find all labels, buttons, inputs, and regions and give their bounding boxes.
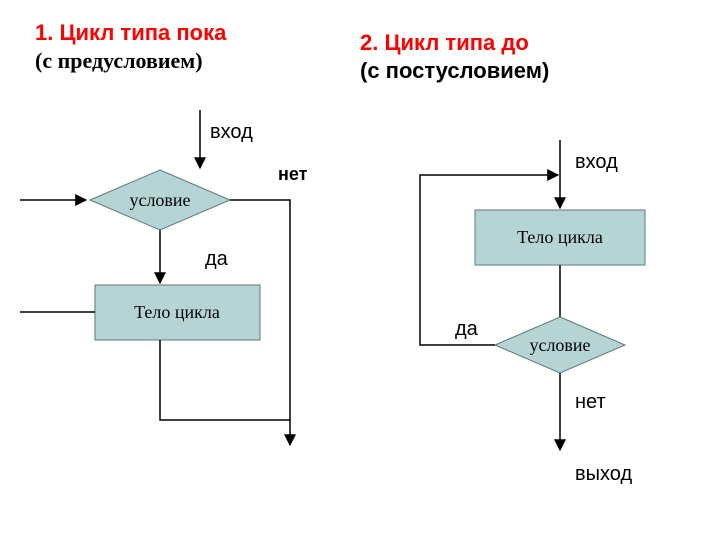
right-title: 2. Цикл типа до — [360, 30, 529, 55]
right-flowchart: вход Тело цикла условие да нет выход — [420, 140, 645, 485]
right-entry-label: вход — [575, 151, 618, 173]
right-condition-text: условие — [529, 335, 590, 355]
right-exit-label: выход — [575, 463, 632, 485]
left-yes-label: да — [205, 248, 229, 270]
left-no-label: нет — [278, 164, 308, 184]
flowchart-canvas: 1. Цикл типа пока (c предусловием) 2. Ци… — [0, 0, 720, 540]
right-subtitle: (с постусловием) — [360, 58, 549, 83]
left-flowchart: вход условие нет да Тело цикла — [20, 110, 308, 445]
left-title: 1. Цикл типа пока — [35, 20, 227, 45]
right-yes-label: да — [455, 318, 479, 340]
right-body-text: Тело цикла — [517, 227, 603, 247]
right-no-label: нет — [575, 391, 606, 413]
left-subtitle: (c предусловием) — [35, 48, 203, 73]
left-condition-text: условие — [129, 190, 190, 210]
left-entry-label: вход — [210, 121, 253, 143]
left-body-text: Тело цикла — [134, 302, 220, 322]
